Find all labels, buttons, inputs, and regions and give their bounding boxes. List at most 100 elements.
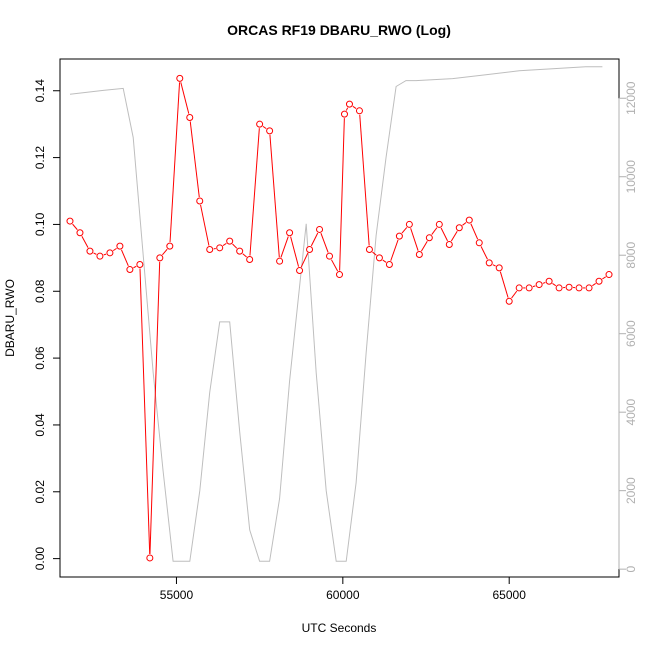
primary-series-segment <box>470 223 479 240</box>
primary-series-segment <box>180 82 190 114</box>
data-point <box>565 283 573 291</box>
data-point <box>555 284 563 292</box>
primary-series-segment <box>103 253 107 256</box>
primary-series-segment <box>269 134 280 258</box>
primary-series-segment <box>492 264 496 267</box>
data-point <box>226 237 234 245</box>
data-point <box>96 252 104 260</box>
primary-series-segment <box>462 222 467 226</box>
y-tick-label: 0.06 <box>33 346 47 370</box>
data-point <box>246 256 254 264</box>
primary-series-segment <box>401 227 408 234</box>
y2-tick-label: 12000 <box>624 81 638 115</box>
y-tick-label: 0.08 <box>33 279 47 303</box>
primary-series-segment <box>262 125 267 130</box>
data-point <box>475 239 483 247</box>
y2-tick-label: 2000 <box>624 477 638 504</box>
data-point <box>340 110 348 118</box>
data-point <box>126 266 134 274</box>
y-tick-label: 0.12 <box>33 146 47 170</box>
primary-series-segment <box>542 282 546 284</box>
primary-series-segment <box>359 114 370 246</box>
primary-series-segment <box>121 249 129 267</box>
primary-series-segment <box>290 236 300 267</box>
data-point <box>306 245 314 253</box>
data-point <box>345 100 353 108</box>
primary-series-segment <box>532 285 536 288</box>
y2-tick-label: 0 <box>624 565 638 572</box>
data-point <box>236 247 244 255</box>
data-point <box>76 229 84 237</box>
primary-series-segment <box>499 271 509 298</box>
primary-series-segment <box>511 290 518 299</box>
primary-series-segment <box>431 227 438 235</box>
primary-series-segment <box>162 248 168 256</box>
data-point <box>375 254 383 262</box>
data-point <box>166 242 174 250</box>
y-tick-label: 0.02 <box>33 480 47 504</box>
x-tick-label: 55000 <box>160 588 194 602</box>
data-point <box>605 271 613 279</box>
y2-tick-label: 10000 <box>624 160 638 194</box>
data-point <box>146 554 154 562</box>
data-point <box>365 245 373 253</box>
data-point <box>316 225 324 233</box>
x-axis: 55000 60000 65000 <box>160 576 526 602</box>
primary-series-segment <box>112 247 117 252</box>
primary-series-segment <box>330 259 339 272</box>
y2-tick-label: 8000 <box>624 242 638 269</box>
primary-series-segment <box>169 82 181 243</box>
primary-series-segment <box>450 230 458 242</box>
data-point <box>355 107 363 115</box>
plot-frame <box>59 58 620 578</box>
data-point <box>545 277 553 285</box>
primary-series-segment <box>410 228 419 251</box>
data-point <box>286 229 294 237</box>
series-primary-line <box>66 74 613 562</box>
data-point <box>445 240 453 248</box>
data-point <box>415 251 423 259</box>
data-point <box>106 249 114 257</box>
primary-series-segment <box>310 232 319 247</box>
primary-series-segment <box>592 283 596 287</box>
primary-series-segment <box>339 118 345 271</box>
x-axis-label: UTC Seconds <box>302 621 377 635</box>
primary-series-segment <box>249 128 260 256</box>
data-point <box>515 284 523 292</box>
primary-series-segment <box>200 204 210 246</box>
primary-series-segment <box>480 246 488 260</box>
data-point <box>156 254 164 262</box>
primary-series-segment <box>300 252 309 268</box>
primary-series-segment <box>222 242 227 247</box>
primary-series-segment <box>81 236 89 248</box>
primary-series-segment <box>382 259 387 263</box>
data-point <box>86 247 94 255</box>
data-point <box>266 127 274 135</box>
data-point <box>136 261 144 269</box>
x-tick-label: 60000 <box>326 588 360 602</box>
data-point <box>395 232 403 240</box>
data-point <box>405 220 413 228</box>
data-point <box>296 267 304 275</box>
data-point <box>435 220 443 228</box>
primary-series-segment <box>352 105 357 109</box>
data-point <box>66 217 74 225</box>
primary-series-segment <box>133 265 137 269</box>
primary-series-segment <box>320 233 329 253</box>
data-point <box>196 197 204 205</box>
data-point <box>276 257 284 265</box>
primary-series-segment <box>390 239 399 261</box>
data-point <box>216 244 224 252</box>
primary-series-segment <box>189 121 200 198</box>
data-point <box>176 74 184 82</box>
secondary-series-path <box>69 66 603 562</box>
data-point <box>425 234 433 242</box>
data-point <box>256 120 264 128</box>
primary-series-segment <box>602 276 606 280</box>
data-point <box>385 261 393 269</box>
primary-series-segment <box>242 253 247 258</box>
data-point <box>525 284 533 292</box>
primary-series-segment <box>552 283 557 287</box>
primary-series-segment <box>93 252 97 255</box>
y-tick-label: 0.14 <box>33 79 47 103</box>
